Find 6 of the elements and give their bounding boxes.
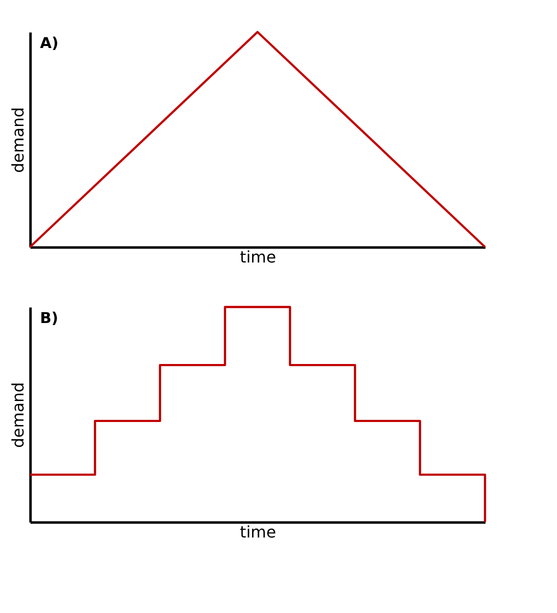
- x-axis-title: time: [240, 248, 276, 266]
- y-axis-title: demand: [8, 107, 28, 173]
- x-axis-title: time: [240, 522, 276, 542]
- chart-title: A): [40, 34, 58, 52]
- y-axis-title: demand: [8, 382, 28, 448]
- chart-title: B): [40, 308, 58, 327]
